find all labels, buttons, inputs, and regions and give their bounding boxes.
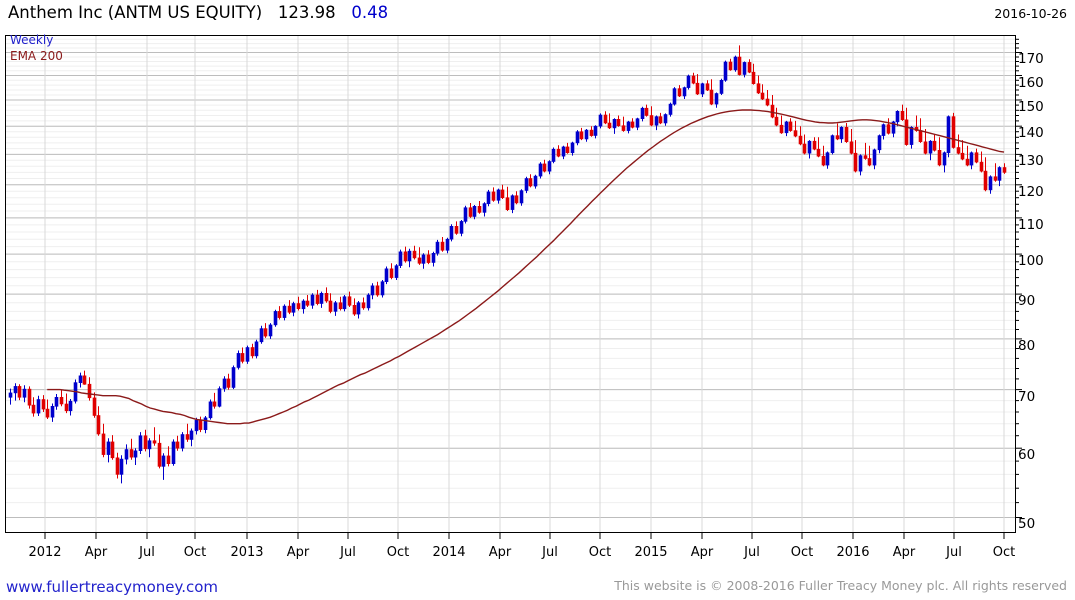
legend-interval-label: Weekly bbox=[10, 33, 54, 47]
price-change: 0.48 bbox=[351, 3, 389, 22]
copyright-notice: This website is © 2008-2016 Fuller Treac… bbox=[614, 578, 1067, 593]
y-axis-tick-label: 50 bbox=[1018, 516, 1036, 533]
y-axis-tick-label: 100 bbox=[1018, 253, 1044, 270]
x-axis-tick-label: Oct bbox=[588, 545, 612, 560]
x-axis-tick-label: Jul bbox=[744, 545, 760, 560]
x-axis-tick-label: 2016 bbox=[836, 545, 870, 560]
y-axis-tick-label: 110 bbox=[1018, 216, 1044, 233]
last-price: 123.98 bbox=[277, 3, 336, 22]
y-axis-tick-label: 90 bbox=[1018, 293, 1036, 310]
y-axis-tick-label: 160 bbox=[1018, 74, 1044, 91]
x-axis-tick-label: 2014 bbox=[432, 545, 466, 560]
chart-header-title: Anthem Inc (ANTM US EQUITY) 123.98 0.48 bbox=[8, 3, 388, 22]
site-url[interactable]: www.fullertreacymoney.com bbox=[6, 578, 219, 596]
candlestick-chart-svg bbox=[5, 35, 1022, 539]
x-axis-tick-label: Apr bbox=[892, 545, 916, 560]
x-axis-labels: 2012 Apr Jul Oct 2013 Apr Jul Oct 2014 Apr Jul Oct 2… bbox=[0, 545, 1075, 567]
chart-date: 2016-10-26 bbox=[994, 6, 1067, 21]
x-axis-tick-label: Jul bbox=[340, 545, 356, 560]
y-axis-tick-label: 80 bbox=[1018, 337, 1036, 354]
y-axis-tick-label: 130 bbox=[1018, 153, 1044, 170]
y-axis-tick-label: 150 bbox=[1018, 99, 1044, 116]
x-axis-tick-label: Apr bbox=[690, 545, 714, 560]
x-axis-tick-label: Apr bbox=[286, 545, 310, 560]
x-axis-tick-label: Jul bbox=[542, 545, 558, 560]
y-axis-tick-label: 120 bbox=[1018, 183, 1044, 200]
chart-plot-area bbox=[0, 28, 1075, 540]
y-axis-tick-label: 170 bbox=[1018, 51, 1044, 68]
x-axis-tick-label: 2013 bbox=[230, 545, 264, 560]
y-axis-tick-label: 60 bbox=[1018, 447, 1036, 464]
y-axis-tick-label: 70 bbox=[1018, 388, 1036, 405]
x-axis-tick-label: 2015 bbox=[634, 545, 668, 560]
x-axis-tick-label: Jul bbox=[946, 545, 962, 560]
x-axis-tick-label: Oct bbox=[992, 545, 1016, 560]
y-axis-tick-label: 140 bbox=[1018, 125, 1044, 142]
x-axis-tick-label: Oct bbox=[790, 545, 814, 560]
x-axis-tick-label: 2012 bbox=[28, 545, 62, 560]
x-axis-tick-label: Oct bbox=[183, 545, 207, 560]
x-axis-tick-label: Oct bbox=[386, 545, 410, 560]
instrument-name: Anthem Inc (ANTM US EQUITY) bbox=[8, 3, 263, 22]
x-axis-tick-label: Jul bbox=[139, 545, 155, 560]
legend-ema-label: EMA 200 bbox=[10, 49, 63, 63]
y-axis-labels: 50 60 70 80 90 100 110 120 130 140 150 160 170 bbox=[1018, 28, 1075, 540]
x-axis-tick-label: Apr bbox=[84, 545, 108, 560]
x-axis-tick-label: Apr bbox=[488, 545, 512, 560]
